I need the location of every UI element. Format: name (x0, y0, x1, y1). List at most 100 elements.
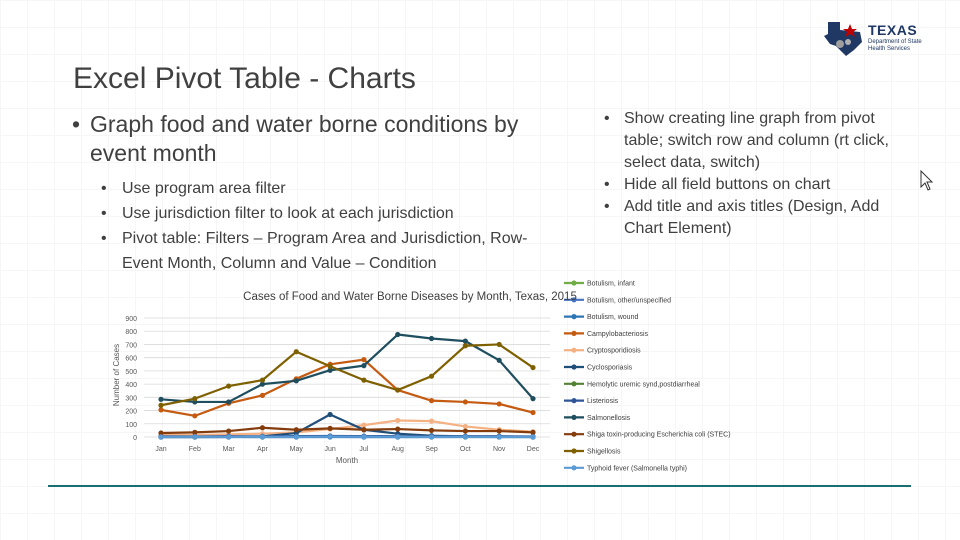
series-salmonellosis[interactable] (158, 331, 536, 405)
legend-item[interactable]: Typhoid fever (Salmonella typhi) (564, 465, 687, 472)
x-tick-label: Feb (189, 446, 201, 453)
y-tick-label: 800 (125, 329, 137, 336)
series-cryptosporidiosis[interactable] (158, 417, 536, 438)
y-tick-label: 100 (125, 422, 137, 429)
sub-bullet-list: Use program area filter Use jurisdiction… (101, 176, 562, 276)
legend-item[interactable]: Cyclosporiasis (564, 364, 633, 372)
legend-label: Shigellosis (587, 449, 621, 456)
y-tick-label: 200 (125, 409, 137, 416)
slide-title: Excel Pivot Table - Charts (73, 62, 416, 95)
data-point (158, 402, 164, 408)
data-point (361, 377, 367, 383)
data-point (158, 396, 164, 402)
legend-marker (571, 414, 577, 420)
legend-marker (571, 431, 577, 437)
data-point (530, 434, 536, 440)
data-point (361, 357, 367, 363)
legend-item[interactable]: Salmonellosis (564, 414, 631, 422)
right-bullet-hide-buttons: Hide all field buttons on chart (604, 174, 904, 196)
y-tick-label: 300 (125, 395, 137, 402)
data-point (259, 377, 266, 383)
logo-text: TEXAS (868, 22, 918, 38)
data-point (327, 363, 333, 369)
legend-item[interactable]: Cryptosporidiosis (564, 347, 641, 355)
data-point (192, 413, 198, 419)
series-shigellosis[interactable] (158, 341, 536, 408)
legend-item[interactable]: Campylobacteriosis (564, 330, 649, 338)
legend-item[interactable]: Botulism, wound (564, 314, 638, 321)
data-point (327, 367, 333, 373)
mouse-cursor-icon (920, 170, 934, 191)
data-point (462, 338, 468, 344)
x-tick-label: Nov (493, 446, 506, 453)
data-point (428, 427, 435, 433)
legend-item[interactable]: Listeriosis (564, 398, 619, 405)
data-point (496, 357, 502, 363)
legend-marker (571, 448, 577, 454)
data-point (259, 381, 266, 387)
logo-subtext: Department of State Health Services (868, 39, 922, 52)
legend-marker (571, 347, 577, 353)
texas-map-icon (824, 22, 862, 56)
data-point (158, 434, 164, 440)
legend-label: Botulism, infant (587, 281, 635, 288)
legend-label: Botulism, other/unspecified (587, 297, 671, 304)
y-tick-label: 0 (133, 435, 137, 442)
data-point (158, 407, 164, 413)
data-point (293, 349, 299, 355)
legend-marker (571, 314, 577, 320)
data-point (496, 428, 502, 434)
sub-bullet-jurisdiction: Use jurisdiction filter to look at each … (101, 201, 562, 226)
series-typhoid-fever-salmonella-typhi-[interactable] (158, 434, 536, 440)
left-bullets: Graph food and water borne conditions by… (72, 110, 562, 276)
legend-item[interactable]: Shiga toxin-producing Escherichia coli (… (564, 431, 731, 439)
legend-marker (571, 330, 577, 336)
data-point (530, 396, 536, 402)
data-point (361, 422, 367, 428)
data-point (395, 331, 401, 338)
series-campylobacteriosis[interactable] (158, 357, 536, 419)
data-point (496, 434, 502, 440)
data-point (361, 363, 367, 369)
y-tick-label: 400 (125, 382, 137, 389)
data-point (226, 383, 232, 389)
chart-series (158, 331, 536, 440)
series-shiga-toxin-producing-escherichia-coli-stec-[interactable] (158, 425, 536, 436)
legend-item[interactable]: Botulism, infant (564, 280, 635, 288)
data-point (327, 425, 333, 432)
data-point (428, 335, 435, 342)
data-point (226, 428, 232, 434)
legend-label: Botulism, wound (587, 314, 638, 321)
x-tick-label: Sep (425, 446, 438, 453)
legend-item[interactable]: Shigellosis (564, 448, 621, 456)
texas-dshs-logo: TEXAS Department of State Health Service… (820, 20, 940, 58)
data-point (462, 428, 468, 434)
y-tick-label: 500 (125, 369, 137, 376)
right-bullet-line-graph: Show creating line graph from pivot tabl… (604, 108, 904, 174)
data-point (530, 429, 536, 435)
legend-item[interactable]: Botulism, other/unspecified (564, 297, 671, 304)
right-bullets: Show creating line graph from pivot tabl… (604, 108, 904, 240)
series-line (160, 343, 534, 407)
legend-item[interactable]: Hemolytic uremic synd,postdiarrheal (564, 381, 700, 388)
data-point (530, 409, 536, 416)
y-tick-label: 700 (125, 342, 137, 349)
data-point (428, 434, 435, 440)
x-tick-label: Oct (460, 446, 471, 453)
data-point (496, 341, 502, 348)
x-axis-title: Month (336, 456, 358, 465)
data-point (395, 426, 401, 432)
chart-gridlines: 0 100 200 300 400 500 600 700 800 900 Jan Feb Mar Apr… (125, 316, 550, 453)
legend-label: Listeriosis (587, 398, 619, 405)
chart-legend: Botulism, infant Botulism, other/unspecif… (564, 280, 731, 472)
legend-marker (571, 465, 577, 471)
data-point (293, 427, 299, 433)
x-tick-label: Aug (391, 446, 404, 453)
x-tick-label: Dec (527, 446, 540, 453)
data-point (395, 387, 401, 393)
x-tick-label: Apr (257, 446, 269, 453)
data-point (158, 430, 164, 436)
main-bullet: Graph food and water borne conditions by… (72, 110, 562, 168)
right-bullet-titles: Add title and axis titles (Design, Add C… (604, 196, 904, 240)
